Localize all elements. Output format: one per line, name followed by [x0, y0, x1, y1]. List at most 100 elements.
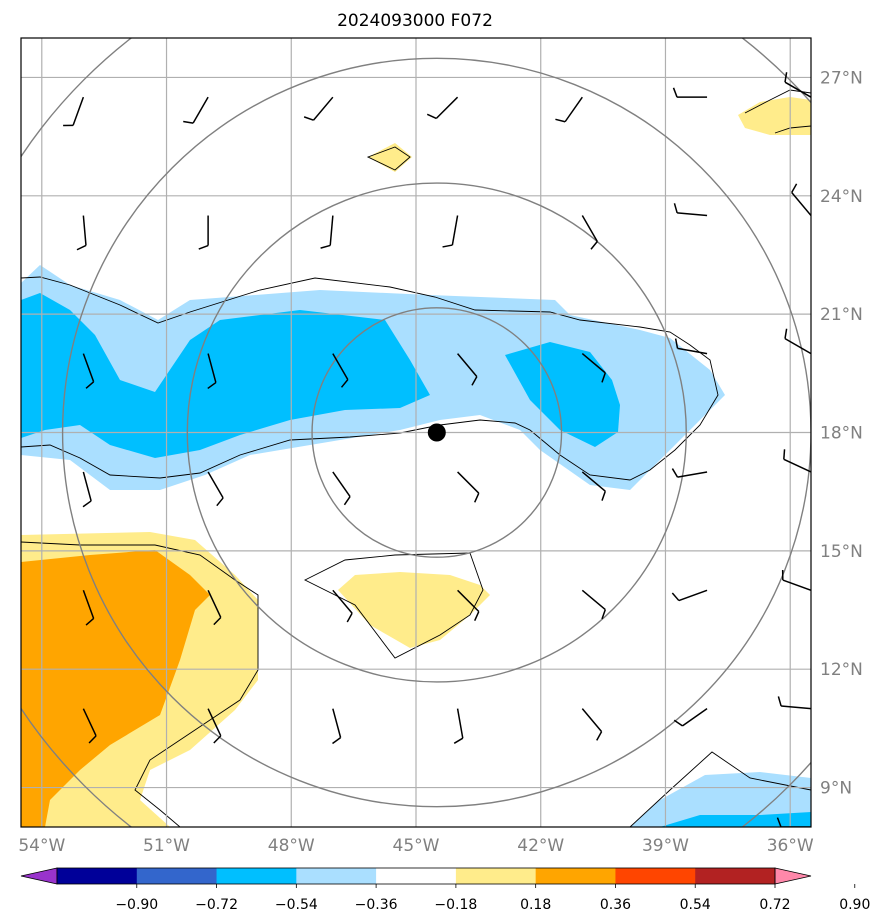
latitude-labels: 27°N 24°N 21°N 18°N 15°N 12°N 9°N [820, 68, 863, 798]
wind-barb [673, 203, 708, 217]
wind-barb [784, 72, 811, 98]
wind-barb [555, 96, 583, 123]
wind-barb [783, 449, 811, 473]
colorbar-tick-label: 0.90 [839, 897, 870, 913]
wind-barb [82, 590, 95, 626]
latitude-tick-label: 15°N [820, 542, 863, 562]
wind-barb [581, 471, 607, 501]
range-ring [61, 57, 811, 808]
range-ring [186, 182, 687, 683]
colorbar-segment [695, 868, 776, 884]
wind-barb [332, 826, 334, 827]
wind-barb [82, 708, 97, 744]
wind-barb [82, 353, 95, 389]
wind-barb [674, 338, 708, 355]
colorbar-frame [56, 867, 776, 885]
colorbar-segment [376, 868, 457, 884]
wind-barb [777, 696, 811, 710]
colorbar: −0.90 −0.72 −0.54 −0.36 −0.18 0.18 0.36 0.54 0.7… [20, 867, 870, 913]
shading-blue-core-east [505, 342, 620, 447]
colorbar-segment [216, 868, 297, 884]
wind-barb [76, 215, 87, 251]
longitude-tick-label: 51°W [143, 836, 190, 856]
shading-yellow-northeast [738, 97, 811, 135]
longitude-tick-label: 45°W [393, 836, 440, 856]
wind-barb [83, 826, 85, 827]
wind-barb [208, 826, 209, 827]
colorbar-tick-label: −0.18 [434, 897, 477, 913]
wind-barb [791, 183, 811, 217]
latitude-tick-label: 21°N [820, 305, 863, 325]
wind-barb [671, 468, 708, 478]
wind-barb [582, 826, 584, 827]
shading-blue-southeast [660, 812, 811, 827]
wind-barb [207, 471, 224, 507]
wind-barb [671, 589, 708, 602]
wind-barb [207, 353, 217, 390]
shading-blue-core-west [21, 293, 430, 458]
wind-barb [207, 589, 222, 626]
wind-barb [776, 817, 811, 827]
colorbar-tick-label: 0.54 [680, 897, 711, 913]
colorbar-segment [535, 868, 616, 884]
wind-barb [781, 570, 811, 592]
graticule [21, 38, 811, 827]
wind-barb [198, 215, 209, 250]
storm-center-marker [427, 423, 446, 442]
wind-barb [426, 96, 459, 120]
colorbar-segment [296, 868, 377, 884]
colorbar-segment [57, 868, 138, 884]
latitude-tick-label: 12°N [820, 660, 863, 680]
colorbar-segment [455, 868, 537, 884]
wind-barb [581, 353, 607, 383]
shading-yellow-south-center [338, 572, 490, 648]
wind-barb [320, 215, 334, 249]
shading-light-blue-southeast [630, 772, 811, 827]
longitude-tick-label: 42°W [517, 836, 564, 856]
wind-barb [453, 708, 464, 744]
colorbar-segment [615, 868, 696, 884]
longitude-tick-label: 39°W [642, 836, 689, 856]
wind-barb [332, 708, 342, 745]
colorbar-tick-label: 0.72 [759, 897, 790, 913]
longitude-tick-label: 36°W [767, 836, 814, 856]
wind-barb [332, 353, 349, 388]
longitude-tick-label: 48°W [268, 836, 315, 856]
wind-barb [457, 589, 480, 621]
longitude-tick-label: 54°W [18, 836, 65, 856]
colorbar-segment [136, 868, 218, 884]
range-ring [311, 307, 563, 558]
longitude-labels: 54°W 51°W 48°W 45°W 42°W 39°W 36°W [18, 836, 814, 856]
wind-barb [303, 96, 334, 121]
wind-barb [457, 471, 480, 503]
wind-barb [183, 96, 209, 124]
colorbar-tick-label: −0.72 [195, 897, 238, 913]
latitude-tick-label: 18°N [820, 424, 863, 444]
wind-barb [332, 471, 351, 506]
wind-barbs [63, 72, 811, 827]
wind-barb [457, 353, 478, 386]
wind-barb [673, 708, 708, 727]
colorbar-tick-label: −0.90 [115, 897, 158, 913]
wind-barb [207, 708, 222, 744]
colorbar-tick-label: 0.18 [520, 897, 551, 913]
latitude-tick-label: 9°N [820, 779, 852, 799]
map-title: 2024093000 F072 [337, 11, 493, 31]
wind-barb [784, 328, 811, 355]
wind-barb [442, 215, 459, 248]
wind-barb [332, 589, 353, 623]
wind-barb [581, 589, 607, 620]
wind-barb [581, 215, 598, 250]
latitude-tick-label: 27°N [820, 68, 863, 88]
wind-barb [581, 708, 603, 741]
shading-orange-southwest [21, 550, 210, 827]
colorbar-extend-low [20, 867, 58, 885]
wind-barb [457, 826, 459, 827]
wind-barb [672, 87, 708, 98]
map-frame [20, 37, 812, 828]
wind-barb [82, 471, 92, 508]
colorbar-tick-label: −0.36 [355, 897, 398, 913]
